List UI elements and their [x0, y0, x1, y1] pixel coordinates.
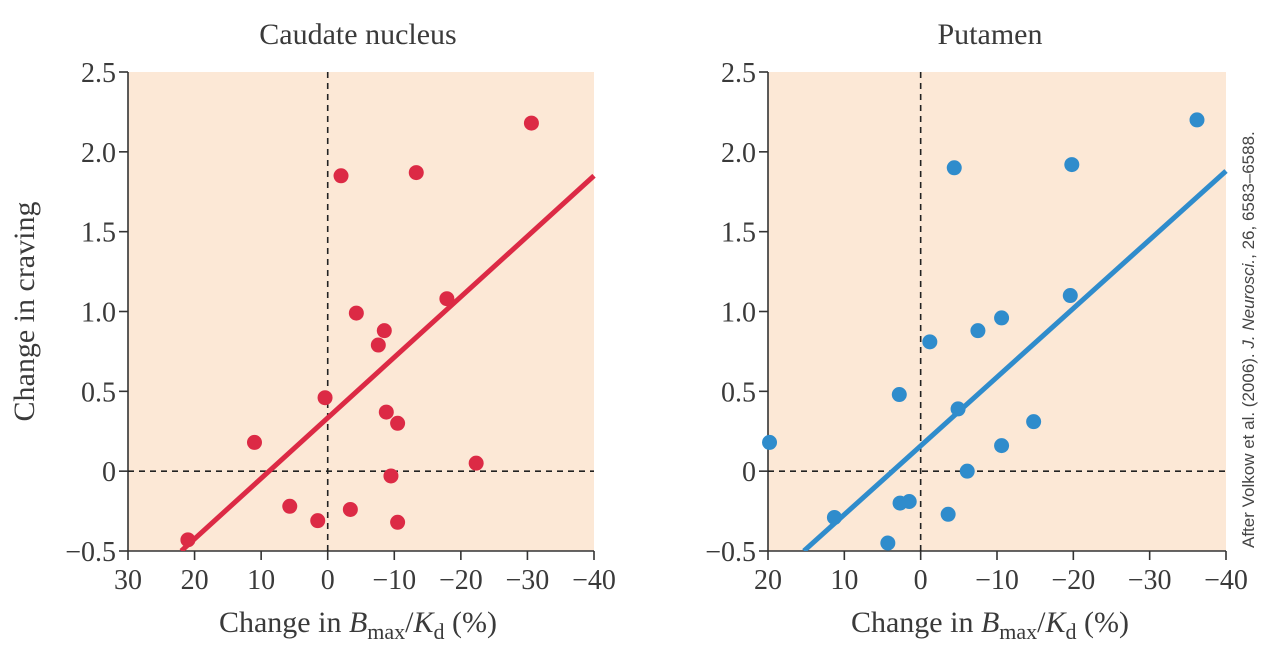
caudate-data-point — [317, 390, 333, 406]
putamen-data-point — [901, 494, 917, 510]
caudate-data-point — [523, 115, 539, 131]
putamen-x-tick-label: 10 — [830, 565, 858, 596]
caudate-title: Caudate nucleus — [259, 18, 456, 51]
putamen-data-point — [922, 334, 938, 350]
caudate-y-tick-label: 0 — [102, 457, 116, 488]
putamen-y-tick-label: 0.5 — [721, 377, 756, 408]
caudate-x-tick-label: 30 — [114, 565, 142, 596]
xlabel-var-b: B — [981, 606, 999, 639]
putamen-trendline — [802, 169, 1228, 551]
putamen-data-point — [940, 506, 956, 522]
putamen-data-point — [970, 323, 986, 339]
putamen-y-tick-label: 0 — [742, 457, 756, 488]
caudate-y-tick-label: 2.0 — [81, 138, 116, 169]
caudate-x-tick-label: −20 — [439, 565, 483, 596]
putamen-x-tick-label: −10 — [975, 565, 1019, 596]
caudate-panel: −0.5 0 0.5 1.0 1.5 2.0 2.5 30 20 10 0 −10 −20 −30 −40 C… — [8, 18, 616, 644]
caudate-data-point — [439, 291, 455, 307]
caudate-data-point — [390, 415, 406, 431]
putamen-data-point — [1062, 288, 1078, 304]
putamen-title: Putamen — [938, 18, 1043, 51]
caudate-data-point — [282, 498, 298, 514]
putamen-data-point — [880, 535, 896, 551]
xlabel-prefix: Change in — [219, 606, 349, 639]
caudate-y-tick-label: 2.5 — [81, 58, 116, 89]
putamen-panel: −0.5 0 0.5 1.0 1.5 2.0 2.5 20 10 0 −10 −20 −30 −40 Put… — [705, 18, 1248, 644]
caudate-data-point — [333, 168, 349, 184]
caudate-x-tick-label: 0 — [321, 565, 335, 596]
putamen-data-point — [826, 509, 842, 525]
caudate-y-tick-label: −0.5 — [65, 537, 116, 568]
xlabel-sub-max: max — [999, 619, 1037, 644]
caudate-data-point — [246, 434, 262, 450]
caudate-y-axis-label: Change in craving — [8, 202, 41, 422]
putamen-x-axis-label: Change in Bmax/Kd (%) — [851, 606, 1129, 644]
credit-prefix: After Volkow et al. (2006). — [1239, 349, 1258, 548]
caudate-x-tick-label: −10 — [372, 565, 416, 596]
caudate-trendline — [179, 173, 596, 551]
xlabel-separator: / — [405, 606, 414, 639]
putamen-data-point — [950, 401, 966, 417]
putamen-data-point — [762, 434, 778, 450]
xlabel-var-b: B — [349, 606, 367, 639]
putamen-x-tick-label: 0 — [914, 565, 928, 596]
caudate-x-tick-label: −30 — [506, 565, 550, 596]
xlabel-separator: / — [1037, 606, 1046, 639]
caudate-data-point — [180, 532, 196, 548]
xlabel-sub-max: max — [367, 619, 405, 644]
caudate-data-point — [468, 455, 484, 471]
putamen-data-point — [1064, 157, 1080, 173]
putamen-data-point — [1189, 112, 1205, 128]
xlabel-suffix: (%) — [445, 606, 497, 639]
putamen-data-point — [994, 310, 1010, 326]
putamen-plot-area — [768, 72, 1226, 551]
caudate-data-point — [370, 337, 386, 353]
putamen-y-tick-label: 1.5 — [721, 218, 756, 249]
caudate-x-tick-label: 20 — [181, 565, 209, 596]
putamen-x-tick-label: −30 — [1128, 565, 1172, 596]
caudate-data-point — [383, 468, 399, 484]
caudate-y-tick-label: 0.5 — [81, 377, 116, 408]
xlabel-var-k: K — [1045, 606, 1068, 639]
caudate-data-point — [376, 323, 392, 339]
xlabel-var-k: K — [413, 606, 436, 639]
putamen-y-tick-label: 1.0 — [721, 298, 756, 329]
putamen-data-point — [1026, 414, 1042, 430]
credit-suffix: , 26, 6583–6588. — [1239, 131, 1258, 259]
putamen-x-tick-label: −20 — [1051, 565, 1095, 596]
caudate-x-axis-label: Change in Bmax/Kd (%) — [219, 606, 497, 644]
putamen-data-point — [946, 160, 962, 176]
xlabel-prefix: Change in — [851, 606, 981, 639]
caudate-data-point — [310, 513, 326, 529]
credit-journal: J. Neurosci. — [1239, 259, 1258, 350]
xlabel-sub-d: d — [1066, 619, 1077, 644]
caudate-x-tick-label: −40 — [572, 565, 616, 596]
putamen-y-tick-label: −0.5 — [705, 537, 756, 568]
caudate-data-point — [378, 404, 394, 420]
xlabel-sub-d: d — [434, 619, 445, 644]
putamen-y-tick-label: 2.0 — [721, 138, 756, 169]
putamen-x-tick-label: −40 — [1204, 565, 1248, 596]
caudate-x-tick-label: 10 — [247, 565, 275, 596]
putamen-x-tick-label: 20 — [754, 565, 782, 596]
caudate-y-tick-label: 1.0 — [81, 298, 116, 329]
caudate-data-point — [342, 501, 358, 517]
xlabel-suffix: (%) — [1077, 606, 1129, 639]
caudate-y-tick-label: 1.5 — [81, 218, 116, 249]
putamen-data-point — [959, 463, 975, 479]
source-credit: After Volkow et al. (2006). J. Neurosci.… — [1239, 131, 1258, 548]
caudate-data-point — [348, 305, 364, 321]
putamen-data-point — [994, 438, 1010, 454]
putamen-y-tick-label: 2.5 — [721, 58, 756, 89]
caudate-data-point — [408, 165, 424, 181]
putamen-data-point — [891, 387, 907, 403]
caudate-data-point — [390, 514, 406, 530]
